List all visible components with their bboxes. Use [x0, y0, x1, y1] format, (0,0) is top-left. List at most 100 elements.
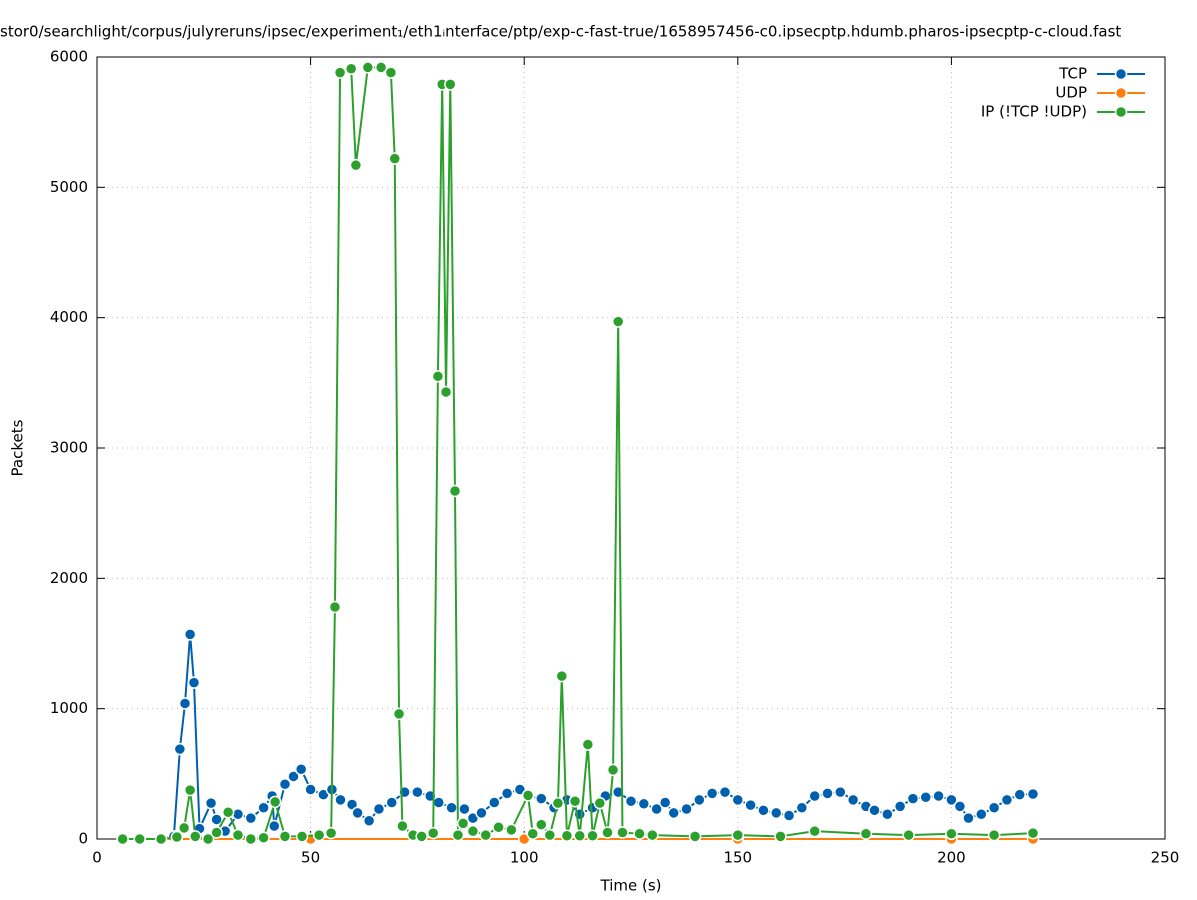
data-point — [396, 819, 409, 833]
data-point — [173, 742, 187, 756]
data-point — [782, 809, 796, 822]
data-point — [535, 818, 548, 831]
data-point — [560, 829, 574, 842]
data-point — [189, 830, 202, 843]
data-point — [646, 828, 659, 842]
data-point — [693, 793, 706, 807]
data-point — [573, 829, 586, 842]
data-point — [945, 793, 958, 807]
data-point — [846, 793, 860, 807]
data-point — [500, 787, 514, 800]
data-point — [479, 828, 493, 842]
data-point — [535, 792, 548, 805]
data-point — [344, 62, 358, 75]
data-point — [415, 830, 428, 843]
data-point — [611, 315, 625, 328]
data-point — [295, 830, 309, 843]
data-point — [650, 802, 663, 816]
data-point — [448, 484, 462, 498]
data-point — [705, 787, 719, 800]
data-point — [177, 821, 191, 835]
y-tick-label: 5000 — [50, 178, 88, 196]
data-point — [526, 827, 539, 841]
data-point — [606, 763, 620, 777]
data-point — [204, 796, 218, 810]
data-point — [388, 152, 402, 165]
data-point — [133, 832, 146, 846]
data-point — [586, 829, 599, 842]
data-point — [611, 785, 625, 799]
data-point — [975, 807, 988, 821]
x-tick-label: 100 — [510, 849, 539, 867]
data-point — [374, 61, 388, 74]
data-point — [231, 807, 245, 821]
data-point — [154, 832, 168, 846]
data-point — [268, 819, 281, 833]
data-point — [859, 827, 873, 841]
data-point — [304, 783, 317, 796]
data-point — [439, 385, 453, 399]
data-point — [834, 785, 847, 799]
data-point — [601, 826, 614, 839]
legend-label: TCP — [1058, 65, 1087, 83]
data-point — [505, 823, 518, 837]
legend-marker — [1114, 67, 1128, 81]
data-point — [466, 824, 480, 838]
legend-marker — [1114, 86, 1128, 100]
chart-title: stor0/searchlight/corpus/julyreruns/ipse… — [0, 23, 1121, 41]
data-point — [718, 785, 732, 799]
data-point — [1026, 826, 1040, 840]
data-point — [426, 826, 440, 840]
x-tick-label: 150 — [723, 849, 752, 867]
data-point — [178, 697, 192, 710]
data-point — [183, 783, 197, 797]
data-point — [183, 628, 197, 641]
data-point — [187, 676, 201, 689]
data-point — [385, 796, 399, 809]
y-tick-label: 4000 — [50, 308, 88, 326]
data-point — [902, 828, 915, 842]
data-point — [324, 826, 338, 840]
data-point — [244, 832, 258, 846]
data-point — [593, 796, 607, 810]
data-point — [795, 801, 809, 814]
data-point — [349, 158, 363, 172]
y-tick-label: 0 — [78, 830, 88, 848]
data-point — [231, 828, 245, 842]
data-point — [1000, 793, 1014, 807]
data-point — [451, 828, 465, 842]
data-point — [919, 791, 933, 804]
data-point — [492, 821, 505, 834]
data-point — [953, 800, 967, 813]
data-point — [210, 826, 223, 839]
x-axis-label: Time (s) — [600, 877, 662, 895]
data-point — [345, 798, 359, 811]
data-point — [962, 811, 975, 825]
data-point — [333, 66, 347, 79]
data-point — [1026, 787, 1040, 801]
data-point — [372, 802, 386, 816]
legend-bg — [960, 84, 1155, 102]
data-point — [624, 794, 638, 808]
data-point — [170, 830, 184, 844]
data-point — [667, 806, 680, 820]
data-point — [458, 802, 471, 816]
data-point — [543, 828, 557, 842]
data-point — [392, 707, 406, 721]
data-point — [257, 831, 270, 844]
data-point — [411, 785, 424, 799]
x-tick-label: 50 — [301, 849, 320, 867]
data-point — [616, 826, 629, 839]
data-point — [351, 806, 364, 820]
data-point — [906, 792, 920, 805]
data-point — [808, 789, 821, 803]
data-point — [987, 801, 1001, 814]
data-point — [1013, 788, 1027, 801]
data-point — [312, 828, 326, 842]
data-point — [932, 789, 945, 803]
data-point — [432, 796, 446, 809]
legend-bg — [960, 65, 1155, 83]
data-point — [444, 78, 457, 91]
data-point — [945, 827, 958, 841]
